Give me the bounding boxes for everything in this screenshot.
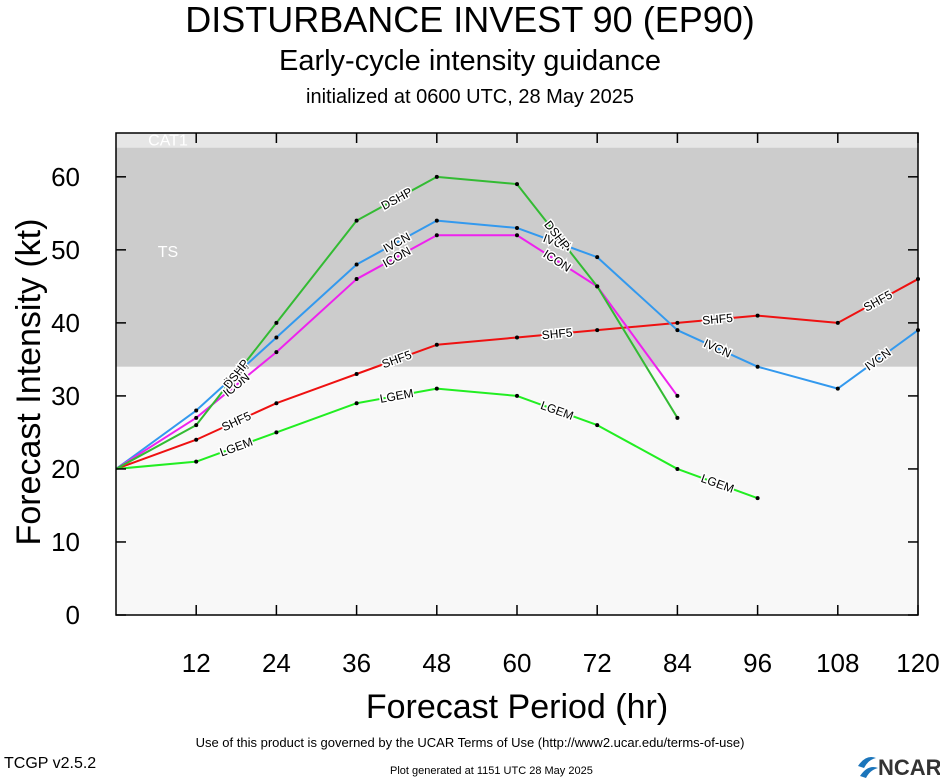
point-ivcn [354,262,359,267]
point-icon [194,415,199,420]
band-label-cat1: CAT1 [148,132,188,149]
x-tick-label: 84 [663,648,692,678]
y-axis-label: Forecast Intensity (kt) [10,219,48,546]
point-ivcn [515,225,519,230]
point-lgem [274,430,279,435]
point-shf5 [595,328,600,333]
y-tick-label: 40 [51,308,80,338]
point-dshp [675,415,680,420]
point-shf5 [755,313,760,318]
ncar-logo-text: NCAR [878,755,940,780]
point-shf5 [835,320,840,325]
y-tick-label: 60 [51,162,80,192]
x-tick-label: 48 [422,648,451,678]
point-lgem [595,423,600,428]
point-icon [354,277,359,282]
x-tick-label: 60 [503,648,532,678]
init-time-line: initialized at 0600 UTC, 28 May 2025 [306,86,634,108]
point-ivcn [595,255,600,260]
point-ivcn [835,386,840,391]
band-below-ts [116,366,918,615]
generated-time: Plot generated at 1151 UTC 28 May 2025 [390,765,593,777]
intensity-bands: TS CAT1 [116,132,918,615]
version-label: TCGP v2.5.2 [4,755,97,772]
point-ivcn [755,364,760,369]
ncar-logo: NCAR [858,755,940,780]
point-dshp [274,320,279,325]
y-tick-label: 10 [51,527,80,557]
x-tick-label: 24 [262,648,291,678]
point-lgem [354,401,359,406]
series-line-dshp [115,175,679,470]
point-ivcn [194,408,199,413]
point-shf5 [434,342,439,347]
point-shf5 [194,437,199,442]
series-layer [115,174,920,501]
x-tick-label: 72 [583,648,612,678]
point-ivcn [274,335,279,340]
ncar-swoosh-icon [858,757,878,778]
x-axis-label: Forecast Period (hr) [366,688,668,726]
axes-layer: 0 10 20 30 40 50 60 12 24 36 48 60 72 84 96 108 120 [51,133,940,678]
y-tick-label: 0 [66,600,80,630]
y-tick-label: 20 [51,454,80,484]
series-label-shf5: SHF5 [541,325,573,342]
chart-title: DISTURBANCE INVEST 90 (EP90) [185,0,755,40]
terms-of-use-notice: Use of this product is governed by the U… [195,735,745,750]
point-dshp [434,174,439,179]
y-tick-label: 50 [51,235,80,265]
chart-subtitle: Early-cycle intensity guidance [278,45,661,77]
point-icon [515,233,519,238]
point-shf5 [675,320,680,325]
point-shf5 [515,335,519,340]
point-icon [274,350,279,355]
x-tick-label: 108 [816,648,859,678]
x-tick-label: 120 [896,648,939,678]
point-dshp [595,284,600,289]
point-icon [434,233,439,238]
point-dshp [194,423,199,428]
band-ts [116,147,918,367]
point-ivcn [434,218,439,223]
point-dshp [354,218,359,223]
point-lgem [755,496,760,501]
point-lgem [434,386,439,391]
point-lgem [194,459,199,464]
x-tick-label: 96 [743,648,772,678]
band-label-ts: TS [158,244,178,261]
series-label-shf5: SHF5 [702,311,734,328]
point-dshp [515,182,519,187]
y-tick-label: 30 [51,381,80,411]
x-tick-label: 12 [182,648,211,678]
point-lgem [675,466,680,471]
point-lgem [515,393,519,398]
series-label-lgem: LGEM [379,386,415,406]
point-shf5 [354,372,359,376]
point-icon [675,393,680,398]
x-tick-label: 36 [342,648,371,678]
point-shf5 [274,401,279,406]
point-ivcn [675,328,680,333]
